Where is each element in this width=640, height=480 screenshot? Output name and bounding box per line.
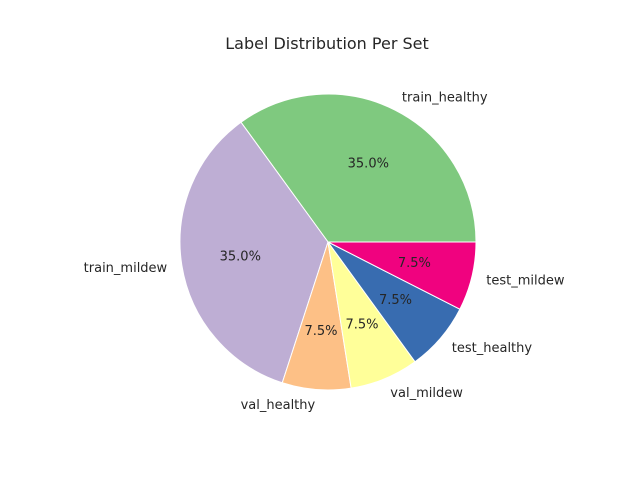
pie-slice-test-mildew xyxy=(327,241,477,310)
pie-labels: train_healthy 35.0% train_mildew 35.0% val_h… xyxy=(84,90,565,412)
pie-slice-train-mildew xyxy=(179,121,329,384)
pie-slice-train-healthy xyxy=(240,93,477,243)
slice-label-test-mildew: test_mildew xyxy=(486,274,565,289)
slice-label-train-healthy: train_healthy xyxy=(402,90,488,105)
slice-pct-test-healthy: 7.5% xyxy=(379,293,412,308)
slice-pct-val-mildew: 7.5% xyxy=(345,318,378,333)
slice-pct-test-mildew: 7.5% xyxy=(398,256,431,271)
slice-pct-train-healthy: 35.0% xyxy=(348,156,389,171)
slice-label-test-healthy: test_healthy xyxy=(452,341,533,356)
slice-label-val-mildew: val_mildew xyxy=(390,386,463,401)
slice-pct-val-healthy: 7.5% xyxy=(305,324,338,339)
slice-pct-train-mildew: 35.0% xyxy=(220,249,261,264)
slice-label-val-healthy: val_healthy xyxy=(241,398,316,413)
pie-slices xyxy=(179,93,477,391)
slice-label-train-mildew: train_mildew xyxy=(84,261,168,276)
chart-title: Label Distribution Per Set xyxy=(225,34,429,53)
